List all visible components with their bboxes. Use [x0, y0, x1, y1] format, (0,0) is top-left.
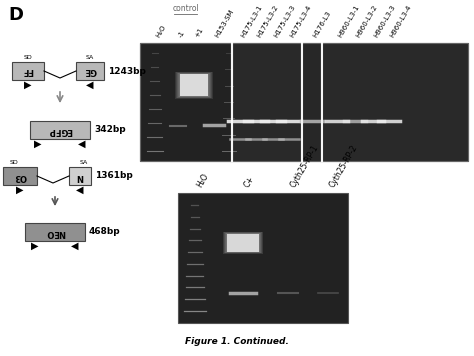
Bar: [140, 43, 468, 161]
Bar: [324, 43, 468, 161]
Text: D: D: [8, 6, 23, 24]
Text: ▶: ▶: [16, 185, 24, 195]
Text: Cyth25-RP-1: Cyth25-RP-1: [289, 143, 320, 189]
Text: EGFP: EGFP: [48, 126, 72, 135]
Text: Cyth25-RP-2: Cyth25-RP-2: [328, 143, 359, 189]
Text: H960-L3-3: H960-L3-3: [373, 4, 396, 39]
Text: ◀: ◀: [76, 185, 84, 195]
Bar: [178, 193, 348, 323]
Bar: [69, 167, 91, 185]
Bar: [180, 74, 208, 96]
Text: ◀: ◀: [71, 241, 79, 251]
Text: SA: SA: [86, 55, 94, 60]
Bar: [304, 43, 322, 161]
Bar: [25, 223, 85, 241]
Bar: [223, 231, 263, 253]
Text: H176-L3: H176-L3: [312, 10, 332, 39]
Text: +1: +1: [194, 27, 204, 39]
Bar: [225, 232, 261, 252]
Text: SA: SA: [80, 160, 88, 165]
Text: GE: GE: [84, 67, 96, 75]
Bar: [226, 233, 260, 252]
Bar: [177, 73, 211, 98]
Text: H175-L3-4: H175-L3-4: [289, 5, 313, 39]
Text: ◀: ◀: [78, 139, 86, 149]
Bar: [234, 43, 302, 161]
Bar: [76, 62, 104, 80]
Text: 1243bp: 1243bp: [108, 67, 146, 75]
Bar: [178, 73, 210, 97]
Text: 342bp: 342bp: [94, 126, 126, 135]
Text: H₂O: H₂O: [155, 24, 167, 39]
Bar: [176, 72, 212, 98]
Text: FF: FF: [22, 67, 34, 75]
Bar: [227, 234, 259, 251]
Bar: [179, 74, 209, 96]
Bar: [3, 167, 37, 185]
Bar: [227, 234, 259, 251]
Text: SD: SD: [9, 160, 18, 165]
Text: H960-L3-1: H960-L3-1: [337, 4, 360, 39]
Text: 468bp: 468bp: [89, 227, 120, 236]
Text: -1: -1: [178, 30, 186, 39]
Bar: [140, 43, 468, 161]
Text: O3: O3: [14, 172, 27, 180]
Text: H153-SM: H153-SM: [214, 9, 235, 39]
Bar: [30, 121, 90, 139]
Bar: [224, 232, 262, 253]
Text: H175-L3-2: H175-L3-2: [256, 5, 280, 39]
Text: ▶: ▶: [31, 241, 39, 251]
Text: ◀: ◀: [86, 80, 94, 90]
Text: H960-L3-4: H960-L3-4: [389, 4, 413, 39]
Text: 1361bp: 1361bp: [95, 172, 133, 180]
Bar: [12, 62, 44, 80]
Bar: [180, 74, 208, 96]
Text: Figure 1. Continued.: Figure 1. Continued.: [185, 337, 289, 346]
Text: H₂O: H₂O: [195, 172, 210, 189]
Text: ▶: ▶: [34, 139, 42, 149]
Text: H175-L3-1: H175-L3-1: [240, 4, 264, 39]
Text: N: N: [76, 172, 83, 180]
Bar: [175, 72, 213, 99]
Text: control: control: [173, 4, 199, 13]
Text: H175-L3-3: H175-L3-3: [273, 4, 296, 39]
Text: SD: SD: [24, 55, 32, 60]
Text: H960-L3-2: H960-L3-2: [355, 4, 378, 39]
Text: NEO: NEO: [45, 227, 65, 236]
Text: C+: C+: [243, 174, 256, 189]
Text: ▶: ▶: [24, 80, 32, 90]
